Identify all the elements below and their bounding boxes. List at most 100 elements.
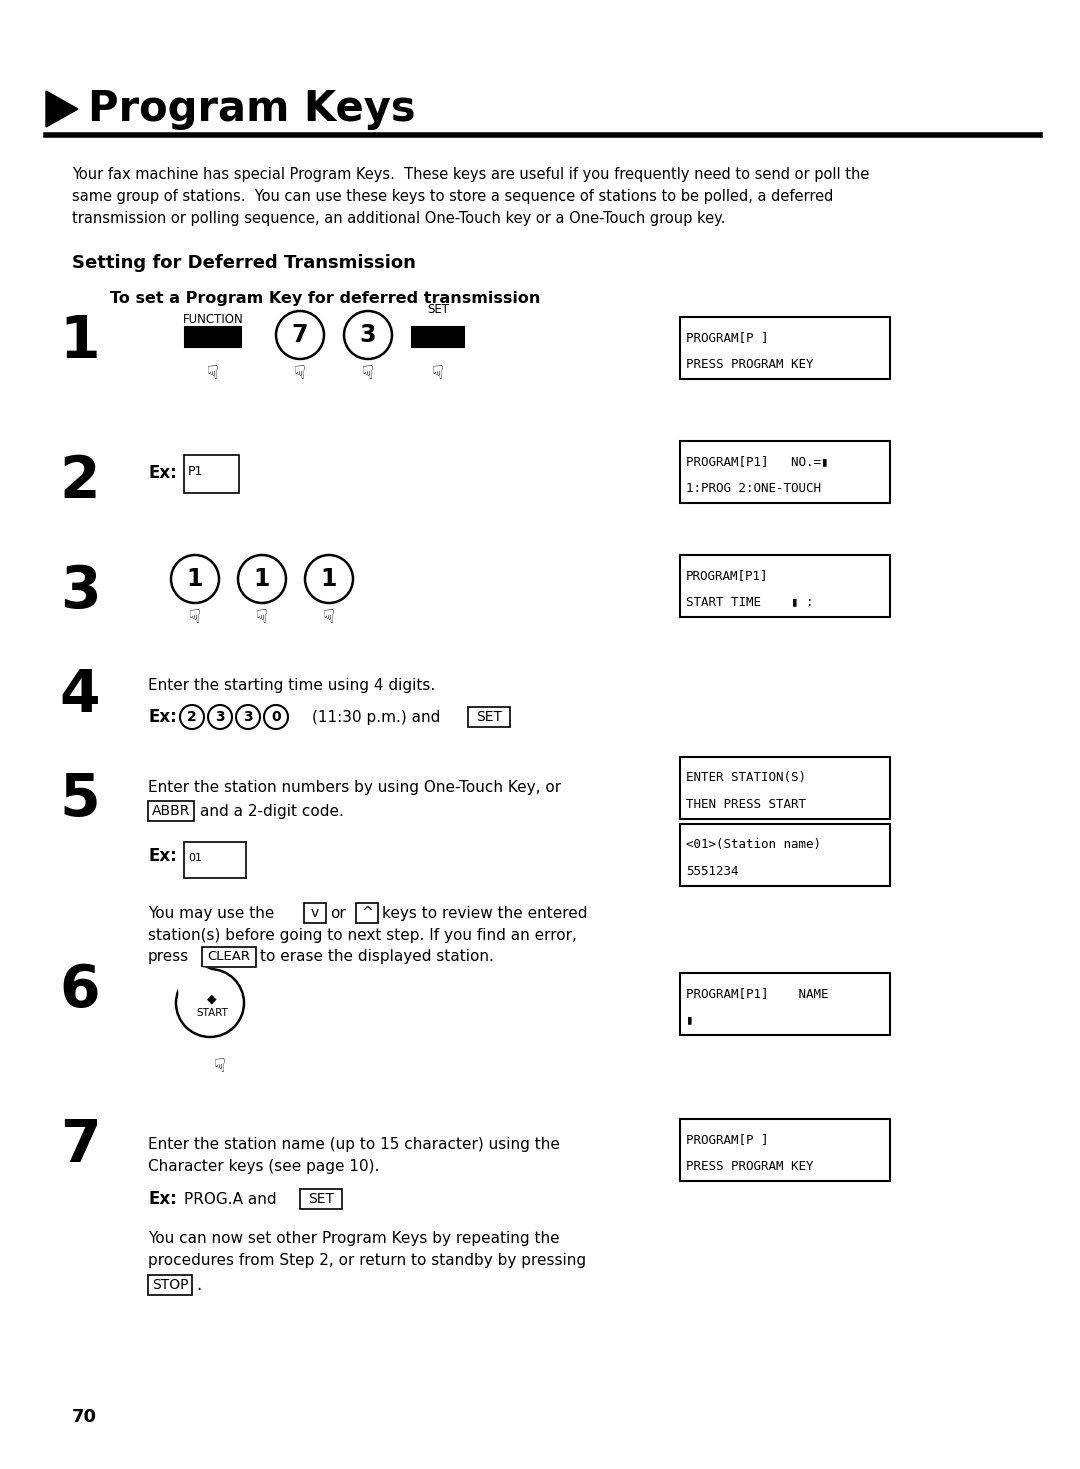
FancyBboxPatch shape — [184, 455, 239, 494]
Text: transmission or polling sequence, an additional One-Touch key or a One-Touch gro: transmission or polling sequence, an add… — [72, 212, 726, 226]
FancyBboxPatch shape — [300, 1188, 342, 1209]
Text: START TIME    ▮ :: START TIME ▮ : — [686, 595, 813, 608]
FancyBboxPatch shape — [356, 903, 378, 923]
FancyBboxPatch shape — [680, 441, 890, 502]
Text: ABBR: ABBR — [152, 804, 190, 818]
Text: PROGRAM[P1]: PROGRAM[P1] — [686, 569, 769, 582]
Text: to erase the displayed station.: to erase the displayed station. — [260, 949, 494, 965]
Text: THEN PRESS START: THEN PRESS START — [686, 798, 806, 811]
Text: ☟: ☟ — [362, 363, 374, 382]
Text: PROGRAM[P1]   NO.=▮: PROGRAM[P1] NO.=▮ — [686, 455, 828, 467]
Text: Ex:: Ex: — [148, 848, 177, 865]
Text: Ex:: Ex: — [148, 1190, 177, 1208]
Text: SET: SET — [476, 710, 502, 724]
Text: Setting for Deferred Transmission: Setting for Deferred Transmission — [72, 254, 416, 272]
Text: and a 2-digit code.: and a 2-digit code. — [200, 804, 343, 818]
Text: <01>(Station name): <01>(Station name) — [686, 837, 821, 851]
Text: 1: 1 — [187, 567, 203, 591]
Text: 2: 2 — [187, 710, 197, 724]
Text: ☟: ☟ — [189, 608, 201, 626]
Text: 7: 7 — [59, 1116, 100, 1174]
Text: ☟: ☟ — [323, 608, 335, 626]
FancyBboxPatch shape — [185, 328, 241, 347]
FancyBboxPatch shape — [411, 328, 464, 347]
Text: Ex:: Ex: — [148, 708, 177, 726]
Text: Program Keys: Program Keys — [87, 88, 416, 129]
Text: 01: 01 — [188, 853, 202, 862]
Text: PROGRAM[P ]: PROGRAM[P ] — [686, 331, 769, 344]
Text: PRESS PROGRAM KEY: PRESS PROGRAM KEY — [686, 357, 813, 370]
Text: P1: P1 — [188, 464, 203, 477]
Text: ENTER STATION(S): ENTER STATION(S) — [686, 771, 806, 784]
Circle shape — [264, 705, 288, 729]
Circle shape — [208, 705, 232, 729]
Text: 3: 3 — [215, 710, 225, 724]
Text: .: . — [195, 1277, 201, 1294]
FancyBboxPatch shape — [303, 903, 326, 923]
Text: To set a Program Key for deferred transmission: To set a Program Key for deferred transm… — [110, 291, 540, 306]
Circle shape — [276, 311, 324, 358]
Text: PROG.A and: PROG.A and — [184, 1191, 276, 1206]
Text: Your fax machine has special Program Keys.  These keys are useful if you frequen: Your fax machine has special Program Key… — [72, 167, 869, 182]
Circle shape — [305, 555, 353, 602]
FancyBboxPatch shape — [680, 757, 890, 820]
Text: (11:30 p.m.) and: (11:30 p.m.) and — [312, 710, 441, 724]
Text: station(s) before going to next step. If you find an error,: station(s) before going to next step. If… — [148, 927, 577, 943]
Text: PRESS PROGRAM KEY: PRESS PROGRAM KEY — [686, 1159, 813, 1172]
Text: ☟: ☟ — [214, 1058, 226, 1077]
Text: 2: 2 — [59, 452, 100, 510]
Text: START: START — [197, 1008, 228, 1018]
Text: 1: 1 — [59, 313, 100, 370]
FancyBboxPatch shape — [680, 317, 890, 379]
Text: ☟: ☟ — [256, 608, 268, 626]
Text: 5: 5 — [59, 771, 100, 827]
Text: You may use the: You may use the — [148, 905, 274, 921]
Text: 6: 6 — [59, 962, 100, 1019]
Text: press: press — [148, 949, 189, 965]
FancyBboxPatch shape — [680, 824, 890, 886]
Circle shape — [238, 555, 286, 602]
Text: Enter the station name (up to 15 character) using the: Enter the station name (up to 15 charact… — [148, 1137, 559, 1153]
Text: ☟: ☟ — [432, 363, 444, 382]
Text: SET: SET — [427, 303, 449, 316]
Text: 3: 3 — [59, 563, 100, 620]
Text: STOP: STOP — [152, 1278, 188, 1293]
Text: FUNCTION: FUNCTION — [183, 313, 243, 326]
FancyBboxPatch shape — [184, 842, 246, 878]
Text: ◆: ◆ — [207, 993, 217, 1005]
Text: 1: 1 — [321, 567, 337, 591]
Circle shape — [345, 311, 392, 358]
Text: 1:PROG 2:ONE-TOUCH: 1:PROG 2:ONE-TOUCH — [686, 482, 821, 495]
Text: PROGRAM[P1]    NAME: PROGRAM[P1] NAME — [686, 987, 828, 1000]
Text: SET: SET — [308, 1191, 334, 1206]
Text: 5551234: 5551234 — [686, 865, 739, 877]
Text: or: or — [330, 905, 346, 921]
Text: Enter the starting time using 4 digits.: Enter the starting time using 4 digits. — [148, 677, 435, 692]
Text: 3: 3 — [243, 710, 253, 724]
FancyBboxPatch shape — [680, 555, 890, 617]
Text: 4: 4 — [59, 667, 100, 724]
FancyBboxPatch shape — [680, 972, 890, 1036]
Text: ^: ^ — [361, 906, 373, 920]
Text: Enter the station numbers by using One-Touch Key, or: Enter the station numbers by using One-T… — [148, 780, 562, 795]
Text: 7: 7 — [292, 323, 308, 347]
Polygon shape — [46, 91, 78, 126]
Circle shape — [237, 705, 260, 729]
Text: ☟: ☟ — [294, 363, 306, 382]
Circle shape — [180, 705, 204, 729]
FancyBboxPatch shape — [148, 1275, 192, 1296]
Text: ☟: ☟ — [207, 363, 219, 382]
FancyBboxPatch shape — [468, 707, 510, 727]
Text: You can now set other Program Keys by repeating the: You can now set other Program Keys by re… — [148, 1231, 559, 1247]
FancyBboxPatch shape — [680, 1119, 890, 1181]
Text: 0: 0 — [271, 710, 281, 724]
Circle shape — [171, 555, 219, 602]
Text: same group of stations.  You can use these keys to store a sequence of stations : same group of stations. You can use thes… — [72, 190, 834, 204]
Text: PROGRAM[P ]: PROGRAM[P ] — [686, 1133, 769, 1146]
Text: CLEAR: CLEAR — [207, 950, 251, 964]
Text: 3: 3 — [360, 323, 376, 347]
Text: keys to review the entered: keys to review the entered — [382, 905, 588, 921]
Text: ▮: ▮ — [686, 1014, 693, 1027]
Circle shape — [176, 970, 244, 1037]
Circle shape — [178, 967, 222, 1011]
